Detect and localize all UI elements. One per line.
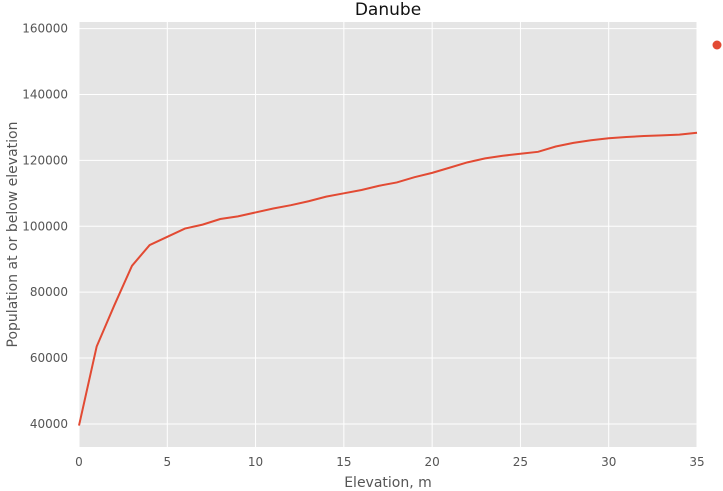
y-axis-label: Population at or below elevation	[5, 122, 21, 348]
gridlines	[78, 22, 698, 447]
x-tick-labels: 0 5 10 15 20 25 30 35	[75, 455, 704, 469]
y-tick-label: 140000	[22, 87, 68, 101]
x-tick-label: 0	[75, 455, 83, 469]
legend-marker	[712, 40, 722, 50]
x-tick-label: 5	[163, 455, 171, 469]
series-line	[78, 131, 698, 426]
y-tick-labels: 40000 60000 80000 100000 120000 140000 160000	[22, 22, 68, 431]
x-tick-label: 15	[336, 455, 351, 469]
x-tick-label: 20	[425, 455, 440, 469]
y-tick-label: 100000	[22, 219, 68, 233]
x-tick-label: 35	[689, 455, 704, 469]
x-tick-label: 25	[513, 455, 528, 469]
chart-title: Danube	[355, 0, 421, 20]
x-tick-label: 10	[248, 455, 263, 469]
x-axis-label: Elevation, m	[344, 475, 432, 491]
y-tick-label: 160000	[22, 22, 68, 36]
y-tick-label: 120000	[22, 153, 68, 167]
y-tick-label: 80000	[30, 285, 68, 299]
y-tick-label: 40000	[30, 417, 68, 431]
x-tick-label: 30	[601, 455, 616, 469]
plot-area	[79, 22, 697, 447]
y-tick-label: 60000	[30, 351, 68, 365]
